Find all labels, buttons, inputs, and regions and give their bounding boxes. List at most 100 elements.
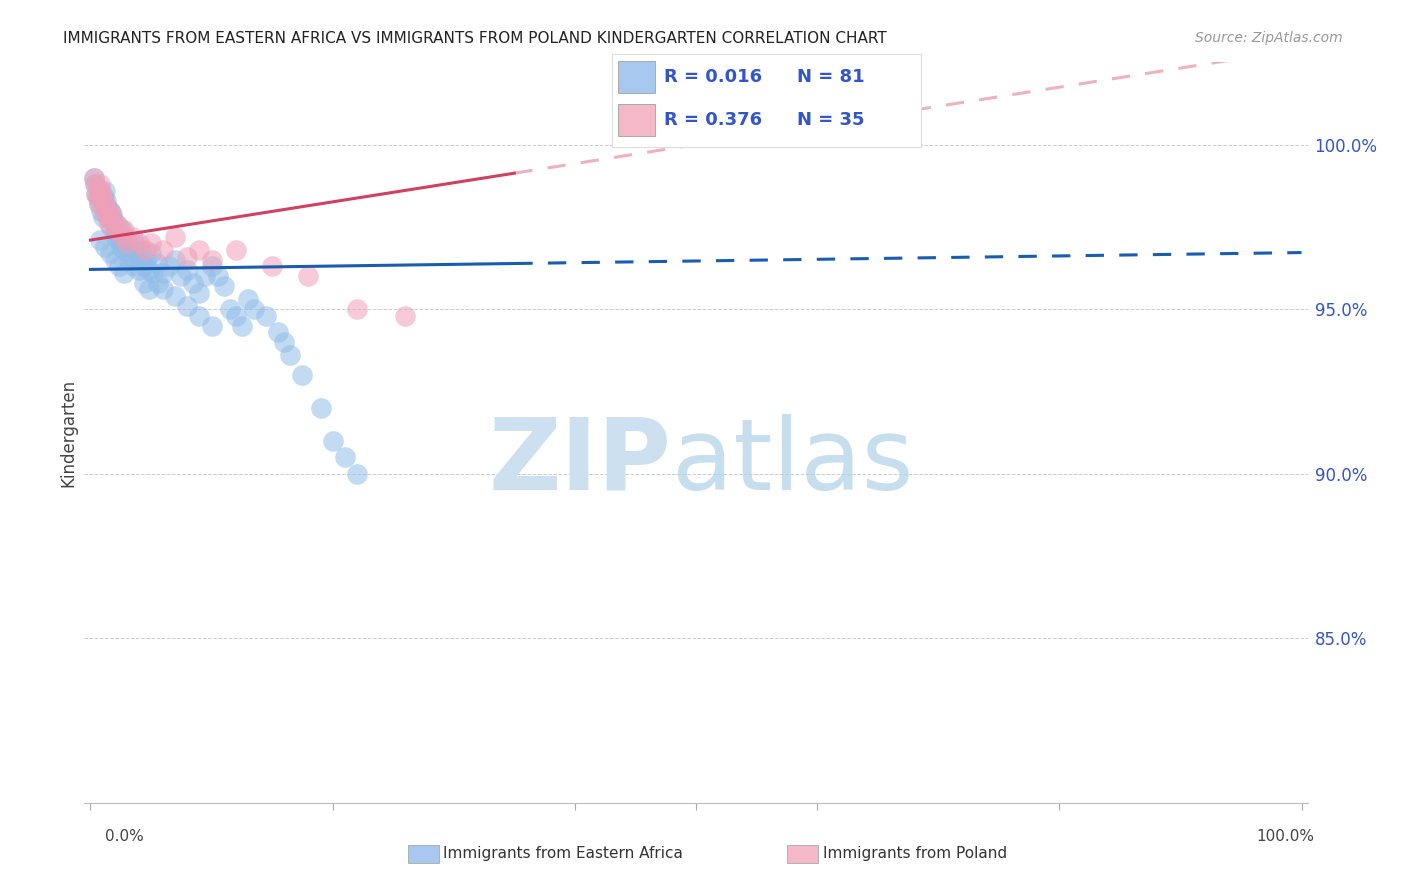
Point <box>122 260 145 274</box>
Point <box>112 266 135 280</box>
Point <box>84 177 107 191</box>
Point <box>346 302 368 317</box>
Point <box>188 243 211 257</box>
Point <box>183 276 205 290</box>
Point <box>112 243 135 257</box>
Point <box>96 194 118 208</box>
Point <box>176 250 198 264</box>
Point <box>105 223 128 237</box>
Point <box>152 266 174 280</box>
Point <box>165 230 187 244</box>
Point <box>135 252 157 267</box>
Point <box>98 246 121 260</box>
Point <box>346 467 368 481</box>
Point <box>267 325 290 339</box>
Point <box>108 233 131 247</box>
Point <box>115 233 138 247</box>
Point <box>96 200 118 214</box>
Point <box>132 260 155 274</box>
Point <box>225 243 247 257</box>
Point <box>91 210 114 224</box>
Point <box>142 266 165 280</box>
Point <box>262 260 284 274</box>
Point <box>138 283 160 297</box>
Text: IMMIGRANTS FROM EASTERN AFRICA VS IMMIGRANTS FROM POLAND KINDERGARTEN CORRELATIO: IMMIGRANTS FROM EASTERN AFRICA VS IMMIGR… <box>63 31 887 46</box>
Point <box>98 203 121 218</box>
Point <box>111 223 134 237</box>
Point <box>112 236 135 251</box>
Point <box>96 210 118 224</box>
Point <box>96 203 118 218</box>
Point <box>139 236 162 251</box>
Text: Source: ZipAtlas.com: Source: ZipAtlas.com <box>1195 31 1343 45</box>
Point <box>176 299 198 313</box>
Point <box>170 269 193 284</box>
Point <box>118 252 141 267</box>
Point <box>93 190 115 204</box>
Point <box>297 269 319 284</box>
Point <box>128 262 150 277</box>
Point <box>91 190 114 204</box>
Point <box>225 309 247 323</box>
Point <box>83 170 105 185</box>
Point <box>188 309 211 323</box>
Point <box>104 252 127 267</box>
Point <box>87 197 110 211</box>
Point <box>125 246 148 260</box>
Text: N = 81: N = 81 <box>797 68 865 86</box>
Point <box>122 236 145 251</box>
Point <box>103 213 125 227</box>
Point <box>278 348 301 362</box>
Point <box>101 210 124 224</box>
Point <box>89 233 111 247</box>
Point <box>108 260 131 274</box>
Point <box>104 217 127 231</box>
Point <box>104 230 127 244</box>
Point <box>86 187 108 202</box>
Point <box>94 184 117 198</box>
Point <box>291 368 314 382</box>
Point <box>165 252 187 267</box>
Text: Immigrants from Eastern Africa: Immigrants from Eastern Africa <box>443 847 683 861</box>
Point <box>94 240 117 254</box>
Point <box>97 210 120 224</box>
Point <box>200 318 222 333</box>
Text: R = 0.016: R = 0.016 <box>664 68 762 86</box>
Point <box>333 450 356 465</box>
Point <box>108 219 131 234</box>
Text: Immigrants from Poland: Immigrants from Poland <box>823 847 1007 861</box>
Point <box>121 250 143 264</box>
Point <box>115 236 138 251</box>
Point <box>148 276 170 290</box>
Point <box>86 190 108 204</box>
Point <box>89 184 111 198</box>
Text: N = 35: N = 35 <box>797 111 865 129</box>
Point <box>194 269 217 284</box>
Point <box>104 223 127 237</box>
Y-axis label: Kindergarten: Kindergarten <box>59 378 77 487</box>
Point <box>231 318 253 333</box>
Point <box>188 285 211 300</box>
Point <box>87 197 110 211</box>
Point <box>129 243 152 257</box>
Point <box>94 197 117 211</box>
Point <box>134 243 156 257</box>
Point <box>254 309 277 323</box>
Text: R = 0.376: R = 0.376 <box>664 111 762 129</box>
Point <box>128 252 150 267</box>
Point <box>176 262 198 277</box>
Point <box>139 246 162 260</box>
Point <box>105 217 128 231</box>
Point <box>107 227 129 241</box>
Point <box>157 260 180 274</box>
Point <box>152 283 174 297</box>
Point <box>98 203 121 218</box>
Point <box>86 187 108 202</box>
Point <box>322 434 344 448</box>
Point <box>83 170 105 185</box>
Point <box>273 335 295 350</box>
Point <box>118 240 141 254</box>
Text: 100.0%: 100.0% <box>1257 830 1315 844</box>
Point <box>110 240 132 254</box>
Bar <box>617 61 655 93</box>
